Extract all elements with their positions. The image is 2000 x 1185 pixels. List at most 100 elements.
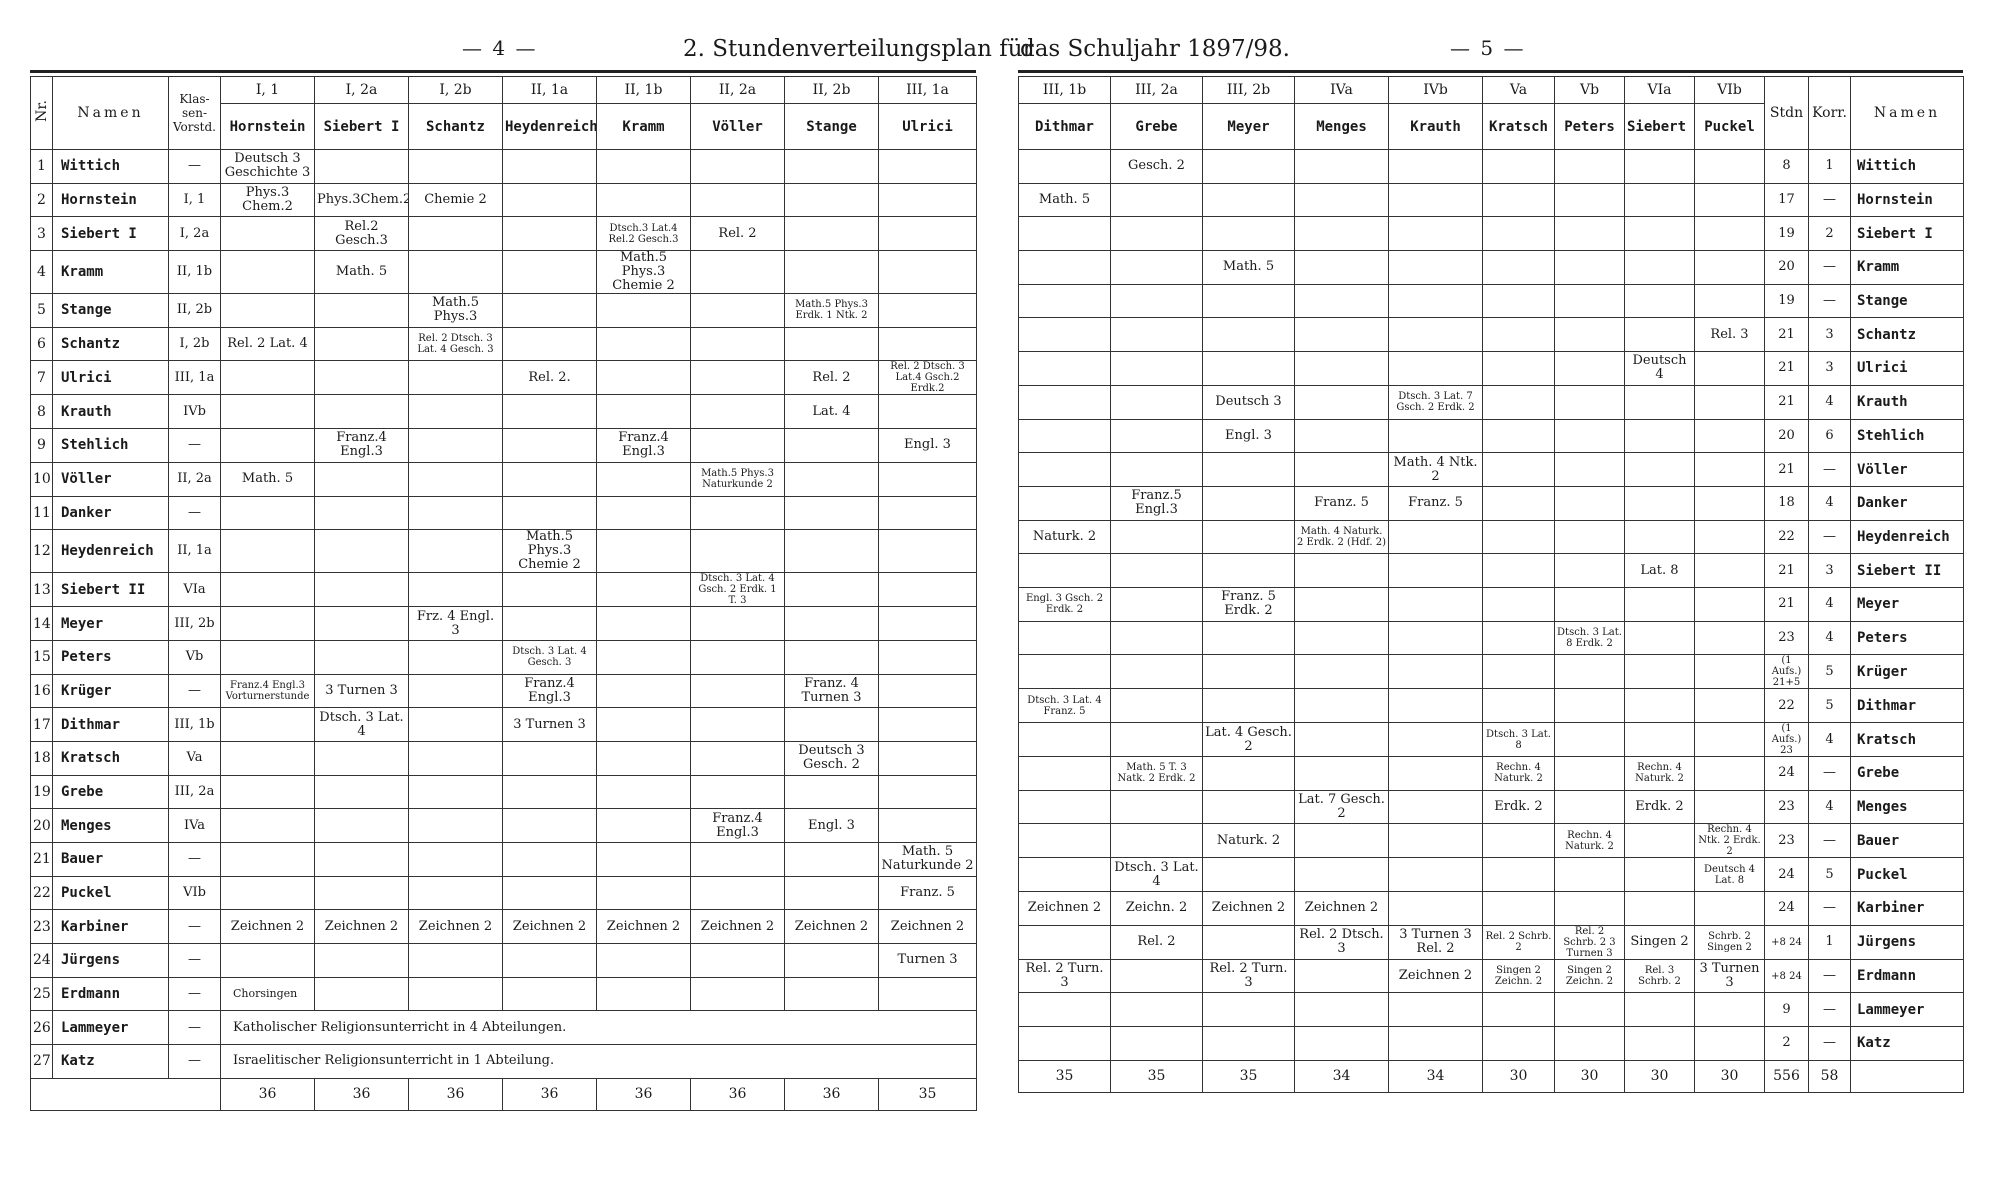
class-teacher-of: I, 1 — [168, 182, 221, 218]
lesson-cell — [408, 943, 503, 978]
names-header-right: Namen — [1850, 76, 1964, 150]
lesson-cell — [690, 943, 785, 978]
lesson-cell: Franz.4 Engl.3 — [690, 808, 785, 843]
lesson-cell — [784, 529, 879, 574]
teacher-name: Peters — [1850, 620, 1964, 656]
lesson-cell — [784, 572, 879, 608]
lesson-cell — [1388, 519, 1483, 555]
class-teacher-of: I, 2a — [168, 216, 221, 252]
lesson-cell — [1624, 620, 1695, 656]
teacher-name: Stehlich — [1850, 418, 1964, 454]
table-row: Lat. 4 Gesch. 2 Dtsch. 3 Lat. 8 (1 Aufs.) … — [1018, 722, 1964, 757]
teacher-name: Bauer — [52, 842, 169, 877]
lesson-cell: Rel. 2 — [784, 360, 879, 396]
lesson-cell — [784, 606, 879, 641]
lesson-cell — [784, 842, 879, 877]
lesson-cell — [408, 808, 503, 843]
lesson-cell: Singen 2 — [1624, 924, 1695, 960]
lesson-cell — [1294, 182, 1389, 218]
lesson-cell — [1202, 351, 1295, 386]
lesson-cell — [1694, 283, 1765, 319]
lesson-cell — [1202, 485, 1295, 521]
lesson-cell — [1110, 519, 1203, 555]
lesson-cell — [220, 529, 315, 574]
teacher-name: Karbiner — [1850, 891, 1964, 926]
lesson-cell — [1018, 553, 1111, 588]
row-number: 11 — [30, 495, 53, 531]
lesson-cell — [314, 943, 409, 978]
table-row: 13 Siebert II VIa Dtsch. 3 Lat. 4 Gsch. 2 E… — [30, 572, 977, 608]
hours-total: 21 — [1764, 351, 1809, 386]
lesson-cell — [1202, 1026, 1295, 1061]
lesson-cell — [690, 606, 785, 641]
lesson-cell: Engl. 3 Gsch. 2 Erdk. 2 — [1018, 586, 1111, 622]
lesson-cell — [1202, 216, 1295, 252]
lesson-cell — [1110, 586, 1203, 622]
corrections-count: 4 — [1808, 586, 1851, 622]
row-number: 21 — [30, 842, 53, 877]
lesson-cell — [1482, 250, 1555, 285]
class-header: III, 1b — [1018, 76, 1111, 104]
lesson-cell — [1388, 891, 1483, 926]
lesson-cell — [1388, 351, 1483, 386]
hours-total: 21 — [1764, 317, 1809, 353]
lesson-cell: Lat. 8 — [1624, 553, 1695, 588]
class-header: II, 2b — [784, 76, 879, 104]
lesson-cell — [1554, 1026, 1625, 1061]
teacher-name: Danker — [1850, 485, 1964, 521]
lesson-cell: Singen 2 Zeichn. 2 — [1554, 958, 1625, 994]
class-teacher-name: Kratsch — [1482, 103, 1555, 150]
lesson-cell — [1294, 216, 1389, 252]
lesson-cell — [690, 673, 785, 709]
lesson-cell — [1554, 182, 1625, 218]
lesson-cell — [1624, 1026, 1695, 1061]
teacher-name: Katz — [52, 1044, 169, 1079]
row-number: 6 — [30, 326, 53, 362]
lesson-cell: Singen 2 Zeichn. 2 — [1482, 958, 1555, 994]
teacher-name: Peters — [52, 639, 169, 675]
lesson-cell: Dtsch. 3 Lat. 4 Franz. 5 — [1018, 688, 1111, 723]
lesson-cell: Rel. 3 — [1694, 317, 1765, 353]
class-header: II, 1a — [502, 76, 597, 104]
class-teacher-name: Menges — [1294, 103, 1389, 150]
lesson-cell — [1482, 1026, 1555, 1061]
corrections-count: 3 — [1808, 317, 1851, 353]
column-total: 36 — [220, 1077, 315, 1111]
class-teacher-name: Meyer — [1202, 103, 1295, 150]
lesson-cell: Lat. 7 Gesch. 2 — [1294, 789, 1389, 825]
teacher-name: Erdmann — [52, 976, 169, 1012]
class-teacher-of: VIb — [168, 875, 221, 911]
column-total: 36 — [596, 1077, 691, 1111]
lesson-cell: Math. 5 T. 3 Natk. 2 Erdk. 2 — [1110, 756, 1203, 791]
class-teacher-name: Stange — [784, 103, 879, 150]
lesson-cell — [690, 774, 785, 810]
lesson-cell: Naturk. 2 — [1018, 519, 1111, 555]
hours-total: 2 — [1764, 1026, 1809, 1061]
lesson-cell — [220, 740, 315, 776]
lesson-cell — [502, 149, 597, 184]
row-number: 10 — [30, 461, 53, 497]
lesson-cell — [408, 740, 503, 776]
lesson-cell — [502, 250, 597, 295]
lesson-cell: Zeichnen 2 — [1294, 891, 1389, 926]
lesson-cell — [1482, 586, 1555, 622]
lesson-cell — [1294, 620, 1389, 656]
lesson-cell — [596, 360, 691, 396]
lesson-cell: Zeichnen 2 — [502, 909, 597, 945]
lesson-cell: Franz.4 Engl.3 — [502, 673, 597, 709]
lesson-cell — [1110, 250, 1203, 285]
lesson-cell — [784, 707, 879, 742]
lesson-cell — [1554, 250, 1625, 285]
lesson-cell — [1482, 182, 1555, 218]
lesson-cell — [408, 360, 503, 396]
table-row: Naturk. 2 Rechn. 4 Naturk. 2 Rechn. 4 Ntk.… — [1018, 823, 1964, 859]
lesson-cell — [1694, 149, 1765, 184]
lesson-cell — [314, 529, 409, 574]
lesson-cell: Zeichn. 2 — [1110, 891, 1203, 926]
column-total: 35 — [878, 1077, 977, 1111]
lesson-cell: Math.5 Phys.3 Chemie 2 — [502, 529, 597, 574]
lesson-cell — [784, 182, 879, 218]
lesson-cell — [1482, 823, 1555, 859]
class-teacher-of: IVb — [168, 394, 221, 430]
teacher-name: Hornstein — [1850, 182, 1964, 218]
